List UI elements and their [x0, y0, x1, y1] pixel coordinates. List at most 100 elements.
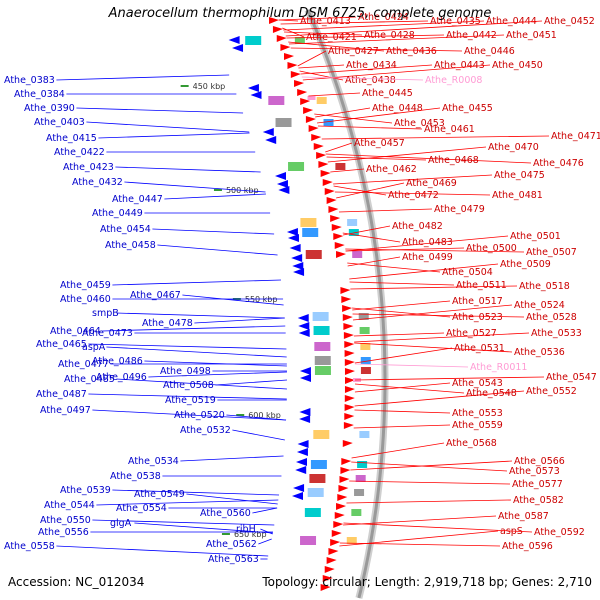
forward-gene-arrow: [320, 584, 331, 591]
forward-gene-arrow: [294, 80, 305, 87]
right-gene-label: Athe_0450: [492, 60, 543, 71]
right-label-connector: [349, 263, 499, 280]
right-label-connector: [343, 522, 533, 533]
right-gene-label: Athe_0501: [510, 231, 561, 242]
right-gene-label: Athe_0438: [345, 75, 396, 86]
right-gene-label: Athe_0453: [394, 118, 445, 129]
cog-feature-box: [323, 119, 334, 126]
right-label-connector: [325, 142, 353, 153]
left-gene-label: Athe_0519: [165, 395, 216, 406]
left-gene-label: Athe_0486: [92, 356, 143, 367]
right-gene-label: Athe_0434: [346, 60, 397, 71]
forward-gene-arrow: [339, 476, 350, 483]
cog-feature-box: [300, 218, 317, 227]
cog-feature-box: [360, 343, 371, 350]
left-gene-label: Athe_0432: [72, 177, 123, 188]
right-label-connector: [354, 332, 530, 343]
right-label-connector: [280, 20, 429, 25]
right-gene-label: Athe_0424: [358, 12, 409, 23]
left-label-connector: [56, 545, 269, 557]
left-label-connector: [112, 279, 281, 286]
left-label-connector: [96, 499, 279, 506]
left-gene-label: Athe_0464: [50, 326, 101, 337]
left-gene-label: Athe_0460: [60, 294, 111, 305]
right-gene-label: Athe_0479: [434, 204, 485, 215]
right-label-connector: [325, 153, 532, 164]
forward-gene-arrow: [343, 332, 354, 339]
forward-gene-arrow: [276, 35, 287, 42]
right-gene-label: Athe_0517: [452, 296, 503, 307]
left-gene-label: smpB: [92, 308, 119, 319]
forward-gene-arrow: [331, 224, 342, 231]
left-label-connector: [186, 493, 278, 505]
right-gene-label: Athe_0448: [372, 103, 423, 114]
left-gene-label: Athe_0538: [110, 471, 161, 482]
forward-gene-arrow: [316, 152, 327, 159]
cog-feature-box: [309, 474, 326, 483]
cog-feature-box: [275, 118, 292, 127]
left-label-connector: [116, 312, 285, 319]
right-gene-label: Athe_0568: [446, 438, 497, 449]
reverse-gene-arrow: [299, 367, 311, 375]
cog-feature-box: [300, 536, 317, 545]
left-gene-label: Athe_0534: [128, 456, 179, 467]
forward-gene-arrow: [313, 143, 324, 150]
forward-gene-arrow: [303, 107, 314, 114]
forward-gene-arrow: [343, 422, 354, 429]
forward-gene-arrow: [344, 341, 355, 348]
left-label-connector: [144, 360, 287, 367]
right-label-connector: [278, 16, 357, 21]
right-gene-label: Athe_0507: [526, 247, 577, 258]
right-label-connector: [333, 185, 387, 196]
reverse-gene-arrow: [297, 440, 309, 448]
cog-feature-box: [314, 356, 331, 365]
right-label-connector: [350, 285, 518, 290]
left-gene-label: Athe_0560: [200, 508, 251, 519]
genome-meta-label: Topology: circular; Length: 2,919,718 bp…: [262, 575, 592, 589]
left-gene-label: Athe_0520: [174, 410, 225, 421]
right-label-connector: [338, 208, 433, 213]
forward-gene-arrow: [322, 575, 333, 582]
left-label-connector: [157, 244, 278, 256]
left-gene-label: Athe_0473: [82, 328, 133, 339]
right-gene-label: Athe_0559: [452, 420, 503, 431]
right-label-connector: [349, 480, 511, 485]
reverse-gene-arrow: [232, 44, 244, 52]
cog-feature-box: [313, 326, 330, 335]
right-gene-label: Athe_0428: [364, 30, 415, 41]
forward-gene-arrow: [272, 26, 283, 33]
right-gene-label: Athe_0536: [514, 347, 565, 358]
right-gene-label: Athe_0528: [526, 312, 577, 323]
right-label-connector: [353, 424, 451, 429]
right-gene-label: Athe_R0011: [470, 362, 527, 373]
right-label-connector: [353, 332, 445, 337]
cog-feature-box: [312, 312, 329, 321]
left-gene-label: Athe_0423: [63, 162, 114, 173]
cog-feature-box: [307, 488, 324, 497]
left-gene-label: Athe_0384: [14, 89, 65, 100]
forward-gene-arrow: [326, 197, 337, 204]
genome-backbone: [306, 9, 387, 599]
left-gene-label: Athe_0554: [116, 503, 167, 514]
left-gene-label: Athe_0454: [100, 224, 151, 235]
cog-feature-box: [357, 461, 368, 468]
reverse-gene-arrow: [296, 458, 308, 466]
cog-feature-box: [310, 460, 327, 469]
forward-gene-arrow: [341, 458, 352, 465]
left-gene-label: Athe_0447: [112, 194, 163, 205]
reverse-gene-arrow: [299, 415, 311, 423]
left-gene-label: Athe_0558: [4, 541, 55, 552]
cog-feature-box: [245, 36, 262, 45]
right-label-connector: [345, 235, 509, 252]
cog-feature-box: [355, 475, 366, 482]
right-label-connector: [354, 409, 451, 414]
left-label-connector: [194, 317, 285, 324]
right-label-connector: [354, 347, 453, 364]
right-label-connector: [352, 300, 451, 311]
left-gene-label: Athe_0422: [54, 147, 105, 158]
reverse-gene-arrow: [265, 136, 277, 144]
reverse-gene-arrow: [298, 329, 310, 337]
forward-gene-arrow: [333, 521, 344, 528]
forward-gene-arrow: [311, 134, 322, 141]
